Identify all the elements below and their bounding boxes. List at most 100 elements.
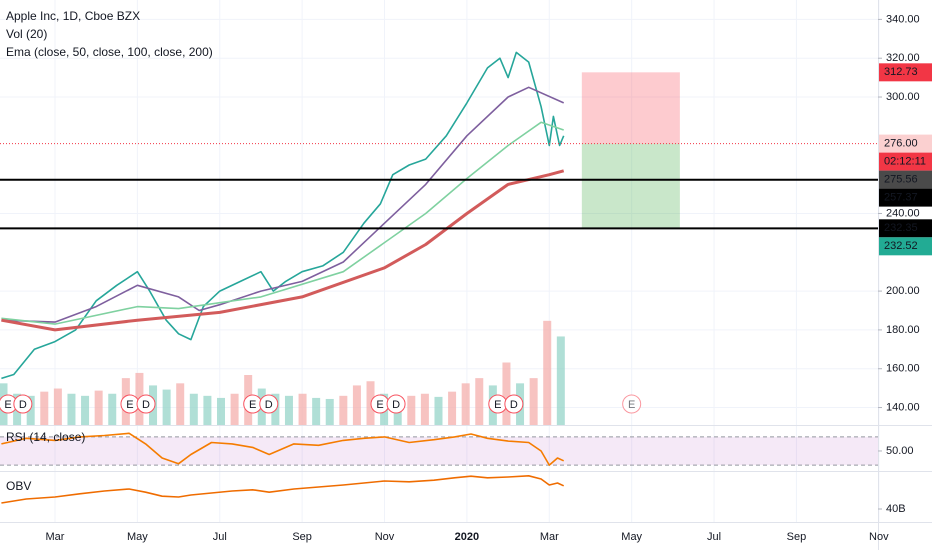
x-tick-label: Mar	[46, 531, 65, 543]
volume-bar	[448, 391, 457, 425]
axis: Mar May Jul Sep Nov 2020 Mar May Jul Sep Nov 340.00…	[46, 13, 932, 543]
indicator-line	[1, 432, 565, 466]
volume-bar	[67, 393, 76, 425]
volume-bar	[543, 320, 552, 425]
price-label: 02:12:11	[884, 156, 926, 168]
indicator-legend: Vol (20)	[6, 27, 47, 41]
event-label: E	[126, 399, 133, 411]
volume-bar	[176, 383, 185, 425]
volume-bar	[502, 362, 511, 425]
x-tick-label: Jul	[213, 531, 227, 543]
volume-bar	[53, 388, 62, 425]
indicator-line	[1, 86, 565, 323]
x-tick-label: Jul	[707, 531, 721, 543]
event-label: D	[510, 399, 518, 411]
x-tick-label: Sep	[787, 531, 807, 543]
volume-bar	[407, 395, 416, 425]
x-tick-label: Nov	[869, 531, 889, 543]
price-label-bg	[879, 134, 932, 153]
volume-bar	[325, 398, 334, 425]
volume-bar	[339, 395, 348, 425]
event-label: D	[19, 399, 27, 411]
x-tick-label: 2020	[455, 531, 479, 543]
event-marker	[13, 394, 33, 414]
price-label: 276.00	[884, 138, 918, 150]
event-marker	[504, 394, 524, 414]
price-label: 232.52	[884, 240, 918, 252]
y-tick-label: 200.00	[886, 285, 920, 297]
volume-bar	[312, 397, 321, 425]
y-tick-label: 320.00	[886, 52, 920, 64]
obv-legend: OBV	[6, 479, 31, 493]
volume-bar	[26, 395, 35, 425]
event-marker	[622, 394, 642, 414]
indicator-line	[1, 475, 565, 504]
price-label-bg	[879, 188, 932, 207]
price-label: 275.56	[884, 174, 918, 186]
y-tick-label: 160.00	[886, 363, 920, 375]
price-line	[1, 51, 565, 380]
event-label: D	[392, 399, 400, 411]
y-tick-label: 40B	[886, 503, 906, 515]
x-tick-label: May	[621, 531, 642, 543]
price-label-bg	[879, 170, 932, 189]
x-tick-label: Sep	[292, 531, 312, 543]
indicator-line	[1, 121, 564, 325]
target-zone	[581, 72, 680, 144]
volume-bar	[162, 389, 171, 425]
y-tick-label: 340.00	[886, 13, 920, 25]
indicator-legend: Ema (close, 50, close, 100, close, 200)	[6, 45, 213, 59]
price-label-bg	[879, 237, 932, 256]
price-label: 312.73	[884, 66, 918, 78]
event-label: E	[4, 399, 11, 411]
event-label: E	[494, 399, 501, 411]
event-label: E	[249, 399, 256, 411]
event-marker	[386, 394, 406, 414]
volume-bar	[203, 395, 212, 425]
y-tick-label: 140.00	[886, 401, 920, 413]
price-label: 257.37	[884, 192, 918, 204]
volume-bar	[461, 383, 470, 425]
volume-bar	[189, 393, 198, 425]
price-label-bg	[879, 63, 932, 82]
event-label: D	[142, 399, 150, 411]
stop-zone	[581, 143, 680, 228]
y-tick-label: 300.00	[886, 91, 920, 103]
y-tick-label: 240.00	[886, 207, 920, 219]
event-label: D	[265, 399, 273, 411]
event-label: E	[628, 399, 635, 411]
volume-bar	[40, 391, 49, 425]
volume-bar	[108, 393, 117, 425]
x-tick-label: Nov	[375, 531, 395, 543]
symbol-title: Apple Inc, 1D, Cboe BZX	[6, 9, 140, 23]
volume-bar	[475, 378, 484, 425]
volume-bar	[556, 336, 565, 425]
event-label: E	[376, 399, 383, 411]
volume-bar	[352, 385, 361, 425]
volume-bar	[81, 395, 90, 425]
volume-bar	[529, 378, 538, 425]
rsi-band	[0, 436, 878, 466]
volume-bar	[366, 381, 375, 425]
volume-bar	[420, 393, 429, 425]
x-tick-label: Mar	[540, 531, 559, 543]
volume-bar	[230, 393, 239, 425]
price-label-bg	[879, 219, 932, 238]
event-marker	[136, 394, 156, 414]
x-tick-label: May	[127, 531, 148, 543]
volume-bar	[298, 393, 307, 425]
price-label-bg	[879, 152, 932, 171]
volume-bar	[94, 390, 103, 425]
price-label: 232.35	[884, 222, 918, 234]
rsi-legend: RSI (14, close)	[6, 430, 85, 444]
y-tick-label: 50.00	[886, 445, 914, 457]
volume-bar	[434, 396, 443, 425]
y-tick-label: 180.00	[886, 324, 920, 336]
event-marker	[259, 394, 279, 414]
volume-bar	[284, 395, 293, 425]
indicator-line	[1, 169, 565, 332]
volume-bar	[216, 397, 225, 425]
